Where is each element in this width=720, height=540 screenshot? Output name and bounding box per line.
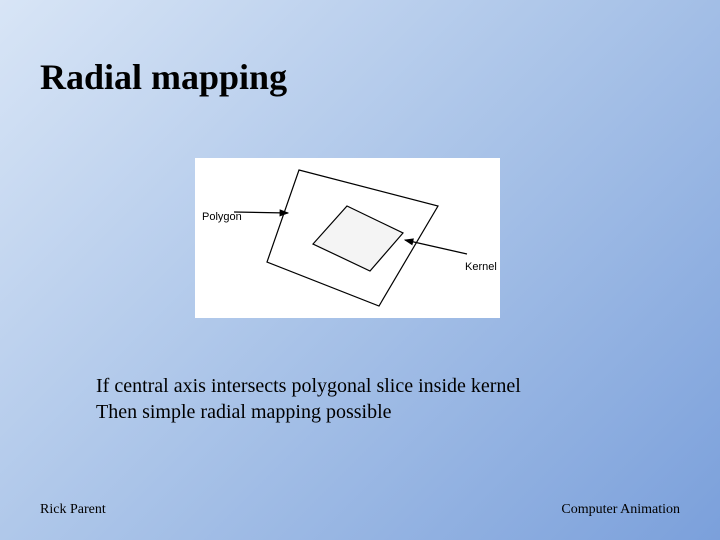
diagram-svg: Polygon Kernel bbox=[195, 158, 500, 318]
caption-line-2: Then simple radial mapping possible bbox=[96, 400, 521, 426]
diagram-container: Polygon Kernel bbox=[195, 158, 500, 318]
caption-line-1: If central axis intersects polygonal sli… bbox=[96, 374, 521, 400]
kernel-label: Kernel bbox=[465, 261, 497, 273]
polygon-arrow bbox=[234, 212, 288, 213]
slide-caption: If central axis intersects polygonal sli… bbox=[96, 374, 521, 425]
slide-title: Radial mapping bbox=[40, 56, 287, 98]
polygon-label: Polygon bbox=[202, 211, 242, 223]
footer-author: Rick Parent bbox=[40, 502, 106, 518]
footer-topic: Computer Animation bbox=[561, 502, 680, 518]
kernel-polygon bbox=[313, 206, 403, 271]
